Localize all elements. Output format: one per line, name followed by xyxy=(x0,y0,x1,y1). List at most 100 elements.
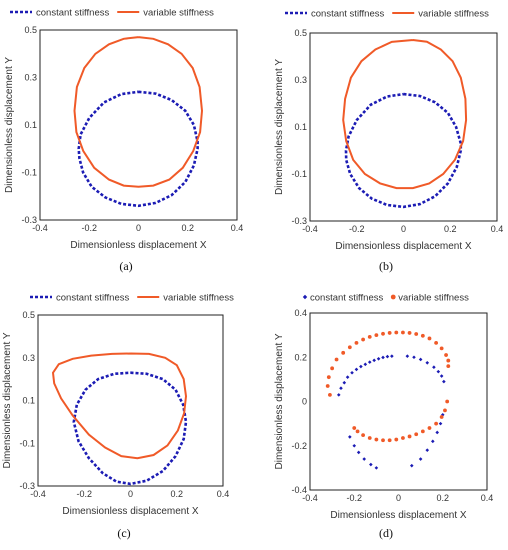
legend-label-constant: constant stiffness xyxy=(36,8,109,19)
x-tick-label: 0.2 xyxy=(436,493,449,503)
data-point-variable xyxy=(401,330,405,335)
x-tick-label: 0 xyxy=(396,493,401,503)
y-tick-label: -0.1 xyxy=(21,168,37,178)
x-tick-label: -0.4 xyxy=(30,489,46,499)
data-point-constant xyxy=(367,360,372,364)
x-tick-label: 0.2 xyxy=(444,224,457,234)
data-point-constant xyxy=(438,421,443,426)
data-point-variable xyxy=(328,392,332,397)
data-point-variable xyxy=(325,384,330,388)
plot-frame xyxy=(37,314,224,487)
y-axis-label: Dimensionless displacement Y xyxy=(274,333,285,469)
data-point-variable xyxy=(434,340,439,345)
y-tick-label: -0.1 xyxy=(291,169,307,179)
series-line-variable xyxy=(73,36,204,188)
plot-frame xyxy=(39,29,238,221)
data-point-constant xyxy=(356,450,361,455)
data-point-constant xyxy=(336,393,341,397)
legend-label-constant: constant stiffness xyxy=(311,9,384,20)
series-line-variable xyxy=(342,39,468,190)
data-point-constant xyxy=(345,375,350,379)
data-point-variable xyxy=(330,366,335,371)
legend-swatch-variable xyxy=(390,294,396,300)
x-axis-label: Dimensionless displacement X xyxy=(330,510,467,521)
data-point-variable xyxy=(374,333,379,338)
data-point-variable xyxy=(394,330,399,335)
legend-label-constant: constant stiffness xyxy=(310,293,383,304)
data-point-variable xyxy=(387,438,392,443)
x-tick-label: 0.2 xyxy=(181,223,194,233)
panel-label: (a) xyxy=(119,259,132,273)
x-tick-label: 0.4 xyxy=(491,224,504,234)
x-tick-label: 0.2 xyxy=(170,489,183,499)
legend-label-variable: variable stiffness xyxy=(163,293,234,304)
panel-label: (c) xyxy=(117,526,130,540)
x-axis-label: Dimensionless displacement X xyxy=(62,506,199,517)
data-point-variable xyxy=(420,429,425,434)
y-tick-label: 0.1 xyxy=(24,120,37,130)
data-point-constant xyxy=(412,355,416,360)
x-tick-label: -0.2 xyxy=(346,493,362,503)
data-point-constant xyxy=(439,374,444,378)
y-axis-label: Dimensionless displacement Y xyxy=(4,57,15,193)
y-tick-label: -0.2 xyxy=(291,441,307,451)
y-tick-label: 0 xyxy=(302,397,307,407)
data-point-constant xyxy=(350,370,354,375)
x-tick-label: 0 xyxy=(128,489,133,499)
y-tick-label: 0.3 xyxy=(22,353,35,363)
y-tick-label: 0.1 xyxy=(294,122,307,132)
y-tick-label: 0.5 xyxy=(24,25,37,35)
data-point-variable xyxy=(445,399,450,404)
legend-swatch-constant xyxy=(302,294,308,300)
y-tick-label: -0.4 xyxy=(291,485,307,495)
y-tick-label: -0.3 xyxy=(19,481,35,491)
data-point-constant xyxy=(425,360,430,365)
x-axis-label: Dimensionless displacement X xyxy=(70,240,207,251)
data-point-variable xyxy=(361,337,365,342)
data-point-variable xyxy=(326,375,331,380)
x-tick-label: 0.4 xyxy=(481,493,494,503)
data-point-constant xyxy=(339,386,343,391)
data-point-variable xyxy=(367,436,372,440)
data-point-variable xyxy=(354,340,359,345)
data-point-variable xyxy=(401,436,405,440)
data-point-constant xyxy=(381,355,385,360)
data-point-constant xyxy=(352,443,357,448)
data-point-variable xyxy=(352,426,357,430)
data-point-constant xyxy=(430,439,435,444)
panel-label: (d) xyxy=(379,526,393,540)
legend: constant stiffness variable stiffness xyxy=(30,293,234,304)
data-point-constant xyxy=(442,379,446,384)
data-point-variable xyxy=(439,346,444,351)
x-axis-label: Dimensionless displacement X xyxy=(335,241,472,252)
chart-panel-2: -0.4 -0.2 0 0.2 0.4 -0.3 -0.1 0.1 0.3 0.5 Dimensio… xyxy=(274,9,503,274)
legend: constant stiffness variable stiffness xyxy=(285,9,489,20)
data-point-constant xyxy=(418,357,423,362)
y-axis-label: Dimensionless displacement Y xyxy=(2,332,13,468)
legend: constant stiffness variable stiffness xyxy=(10,8,214,19)
data-point-variable xyxy=(427,426,432,430)
series-line-constant xyxy=(72,371,188,486)
x-tick-label: 0.4 xyxy=(217,489,230,499)
y-tick-label: 0.3 xyxy=(24,73,37,83)
data-point-constant xyxy=(409,463,414,468)
legend-label-variable: variable stiffness xyxy=(418,9,489,20)
series-line-constant xyxy=(77,90,199,208)
legend-label-constant: constant stiffness xyxy=(56,293,129,304)
y-tick-label: 0.5 xyxy=(22,310,35,320)
x-tick-label: -0.2 xyxy=(81,223,97,233)
y-tick-label: 0.5 xyxy=(294,28,307,38)
data-point-variable xyxy=(427,336,432,341)
data-point-constant xyxy=(369,462,373,467)
x-tick-label: -0.2 xyxy=(76,489,92,499)
y-axis-label: Dimensionless displacement Y xyxy=(274,59,285,195)
y-tick-label: -0.3 xyxy=(21,215,37,225)
data-point-variable xyxy=(387,331,392,335)
panel-label: (b) xyxy=(379,259,393,273)
data-point-variable xyxy=(434,421,439,426)
data-point-variable xyxy=(367,334,372,339)
y-tick-label: 0.4 xyxy=(294,308,307,318)
data-point-constant xyxy=(354,367,359,372)
data-point-constant xyxy=(435,430,440,435)
